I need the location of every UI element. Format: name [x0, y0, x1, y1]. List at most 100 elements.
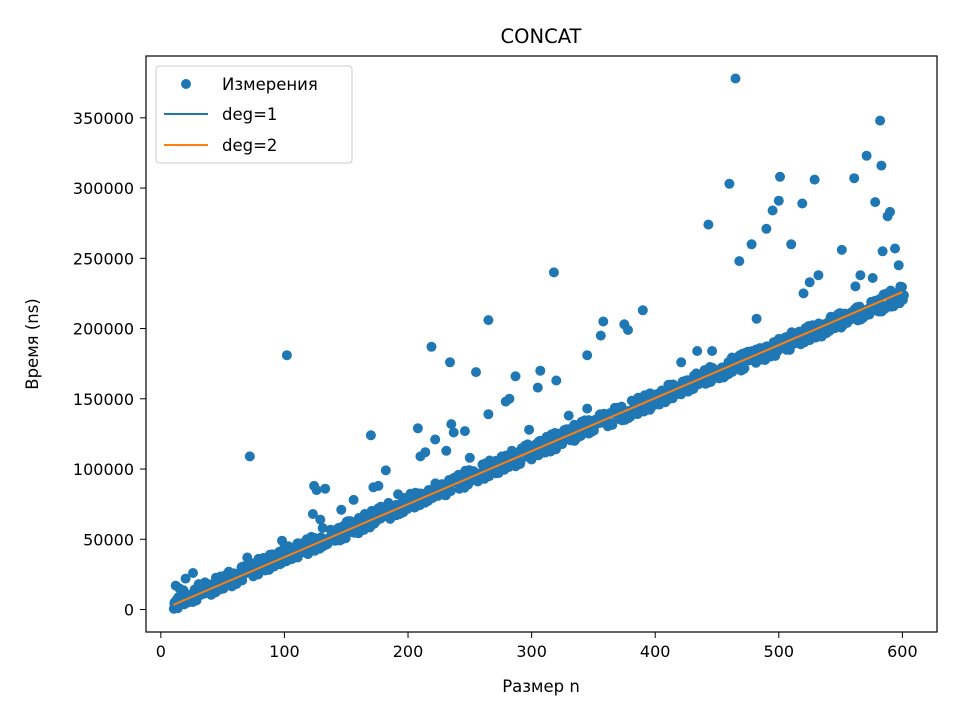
scatter-point	[767, 205, 778, 216]
scatter-point	[797, 198, 808, 209]
scatter-point	[180, 573, 191, 584]
scatter-point	[850, 281, 861, 292]
scatter-point	[734, 256, 745, 267]
scatter-point	[855, 270, 866, 281]
scatter-point	[336, 504, 347, 515]
scatter-point	[813, 270, 824, 281]
scatter-point	[244, 451, 255, 462]
scatter-point	[315, 514, 326, 525]
scatter-point	[724, 178, 735, 189]
legend-label-deg2: deg=2	[222, 136, 277, 155]
scatter-point	[373, 480, 384, 491]
line-layer	[172, 291, 903, 606]
scatter-point	[483, 409, 494, 420]
x-axis-label: Размер n	[502, 677, 580, 696]
scatter-point	[751, 313, 762, 324]
scatter-point	[746, 239, 757, 250]
legend-box	[155, 65, 353, 164]
legend: Измерения deg=1 deg=2	[155, 65, 353, 164]
scatter-point	[897, 282, 907, 292]
scatter-point	[798, 288, 809, 299]
x-tick-label: 200	[393, 642, 424, 661]
scatter-point	[849, 173, 860, 184]
scatter-point	[515, 459, 526, 469]
scatter-point	[582, 350, 593, 361]
scatter-point	[876, 160, 887, 171]
scatter-point	[773, 195, 784, 206]
scatter-point	[864, 309, 875, 320]
scatter-point	[730, 73, 741, 84]
scatter-point	[510, 371, 521, 382]
x-tick-label: 600	[887, 642, 918, 661]
scatter-point	[301, 534, 312, 545]
scatter-point	[761, 223, 772, 234]
scatter-point	[532, 382, 543, 393]
y-tick-label: 200000	[73, 320, 134, 339]
scatter-point	[739, 363, 750, 374]
legend-label-deg1: deg=1	[222, 105, 277, 124]
scatter-point	[692, 346, 703, 356]
scatter-point	[174, 583, 185, 594]
scatter-point	[623, 325, 633, 335]
x-tick-label: 0	[156, 642, 166, 661]
scatter-point	[483, 315, 494, 326]
scatter-point	[223, 566, 234, 577]
scatter-point	[383, 497, 394, 508]
scatter-point	[380, 465, 391, 476]
scatter-point	[320, 483, 331, 494]
legend-marker-measurements	[181, 79, 191, 89]
scatter-point	[606, 418, 617, 429]
scatter-point	[365, 430, 376, 441]
scatter-point	[890, 243, 900, 254]
scatter-point	[598, 316, 609, 327]
x-tick-label: 500	[764, 642, 795, 661]
scatter-point	[563, 410, 574, 421]
scatter-point	[420, 447, 431, 458]
scatter-point	[281, 350, 292, 361]
scatter-point	[464, 452, 475, 463]
scatter-point	[307, 509, 318, 519]
scatter-point	[551, 375, 562, 386]
scatter-point	[348, 494, 359, 505]
y-axis: 0 50000 100000 150000 200000 250000 300000 3500…	[73, 109, 146, 620]
y-tick-label: 150000	[73, 390, 134, 409]
scatter-point	[277, 535, 287, 546]
scatter-point	[311, 485, 322, 496]
y-axis-label: Время (ns)	[23, 298, 42, 390]
y-tick-label: 50000	[83, 530, 134, 549]
scatter-point	[535, 365, 546, 376]
scatter-point	[317, 523, 328, 533]
fit-line-deg2	[172, 291, 903, 606]
x-tick-label: 300	[516, 642, 547, 661]
scatter-point	[707, 346, 718, 356]
scatter-point	[861, 150, 872, 161]
scatter-point	[877, 246, 888, 257]
scatter-point	[426, 341, 437, 352]
scatter-point	[870, 197, 881, 208]
y-tick-label: 350000	[73, 109, 134, 128]
scatter-point	[445, 357, 455, 368]
scatter-point	[897, 290, 908, 301]
scatter-point	[448, 427, 459, 438]
scatter-point	[775, 171, 785, 182]
y-tick-label: 0	[124, 601, 134, 620]
scatter-point	[885, 206, 895, 217]
scatter-point	[582, 403, 593, 414]
scatter-point	[809, 174, 820, 185]
scatter-point	[676, 357, 687, 368]
scatter-point	[459, 426, 470, 437]
scatter-point	[548, 267, 559, 278]
scatter-point	[196, 579, 207, 590]
y-tick-label: 100000	[73, 460, 134, 479]
legend-label-measurements: Измерения	[222, 75, 318, 94]
scatter-point	[575, 430, 586, 441]
scatter-point	[804, 277, 815, 288]
scatter-point	[595, 330, 606, 341]
y-tick-label: 250000	[73, 249, 134, 268]
scatter-point	[446, 419, 457, 430]
chart-title: CONCAT	[501, 25, 582, 48]
y-tick-label: 300000	[73, 179, 134, 198]
scatter-point	[637, 305, 648, 316]
